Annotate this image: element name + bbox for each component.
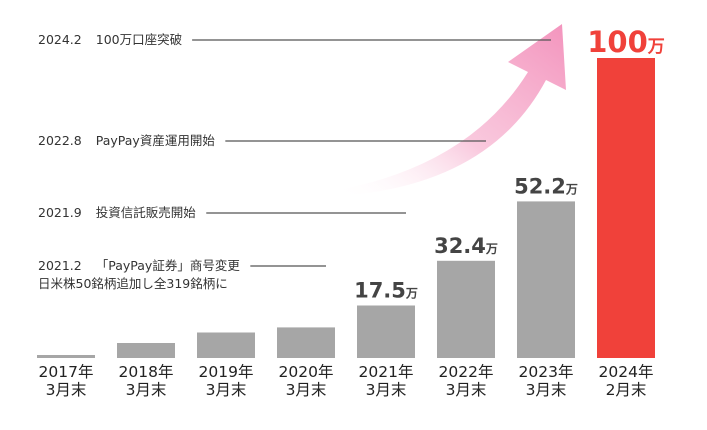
value-unit: 万 bbox=[485, 242, 498, 256]
milestone-text: 2021.2 「PayPay証券」商号変更 bbox=[38, 258, 240, 273]
value-label-4: 17.5万 bbox=[354, 279, 418, 303]
bar-6 bbox=[517, 201, 575, 358]
x-tick-label-5-1: 3月末 bbox=[446, 381, 487, 399]
rising-arrow-icon bbox=[338, 24, 566, 196]
bar-4 bbox=[357, 305, 415, 358]
milestone-0: 2024.2 100万口座突破 bbox=[38, 32, 182, 47]
x-tick-label-4-1: 3月末 bbox=[366, 381, 407, 399]
value-label-7: 100万 bbox=[587, 25, 665, 59]
value-number: 17.5 bbox=[354, 279, 406, 303]
milestone-date: 2021.9 bbox=[38, 205, 82, 220]
x-tick-label-4-0: 2021年 bbox=[359, 363, 414, 381]
value-unit: 万 bbox=[565, 182, 578, 196]
milestone-event: 投資信託販売開始 bbox=[96, 205, 197, 220]
milestone-event: 「PayPay証券」商号変更 bbox=[96, 258, 241, 273]
x-tick-label-3-0: 2020年 bbox=[279, 363, 334, 381]
value-label-5: 32.4万 bbox=[434, 234, 498, 258]
bar-5 bbox=[437, 260, 495, 358]
x-tick-label-1-0: 2018年 bbox=[119, 363, 174, 381]
value-number: 32.4 bbox=[434, 234, 486, 258]
x-tick-label-7-0: 2024年 bbox=[599, 363, 654, 381]
x-tick-label-3-1: 3月末 bbox=[286, 381, 327, 399]
bar-1 bbox=[117, 343, 175, 358]
milestone-text: 2024.2 100万口座突破 bbox=[38, 32, 182, 47]
milestone-event: 100万口座突破 bbox=[96, 32, 182, 47]
bar-3 bbox=[277, 327, 335, 358]
milestone-text: 2021.9 投資信託販売開始 bbox=[38, 205, 196, 220]
milestone-date: 2021.2 bbox=[38, 258, 82, 273]
x-tick-label-7-1: 2月末 bbox=[606, 381, 647, 399]
value-number: 52.2 bbox=[514, 174, 566, 198]
bar-0 bbox=[37, 355, 95, 358]
x-tick-label-0-0: 2017年 bbox=[39, 363, 94, 381]
milestone-event: PayPay資産運用開始 bbox=[96, 133, 216, 148]
x-tick-label-6-1: 3月末 bbox=[526, 381, 567, 399]
value-unit: 万 bbox=[647, 37, 665, 57]
x-tick-label-2-0: 2019年 bbox=[199, 363, 254, 381]
x-tick-label-6-0: 2023年 bbox=[519, 363, 574, 381]
milestone-text: 2022.8 PayPay資産運用開始 bbox=[38, 133, 215, 148]
value-label-6: 52.2万 bbox=[514, 174, 578, 198]
milestone-event-line2: 日米株50銘柄追加し全319銘柄に bbox=[38, 276, 228, 291]
x-tick-label-2-1: 3月末 bbox=[206, 381, 247, 399]
milestone-1: 2022.8 PayPay資産運用開始 bbox=[38, 133, 215, 148]
milestone-2: 2021.9 投資信託販売開始 bbox=[38, 205, 196, 220]
milestone-date: 2024.2 bbox=[38, 32, 82, 47]
bar-2 bbox=[197, 332, 255, 358]
value-number: 100 bbox=[587, 25, 648, 59]
value-unit: 万 bbox=[405, 287, 418, 301]
x-tick-label-0-1: 3月末 bbox=[46, 381, 87, 399]
x-tick-label-1-1: 3月末 bbox=[126, 381, 167, 399]
bar-7 bbox=[597, 58, 655, 358]
x-tick-label-5-0: 2022年 bbox=[439, 363, 494, 381]
milestone-date: 2022.8 bbox=[38, 133, 82, 148]
